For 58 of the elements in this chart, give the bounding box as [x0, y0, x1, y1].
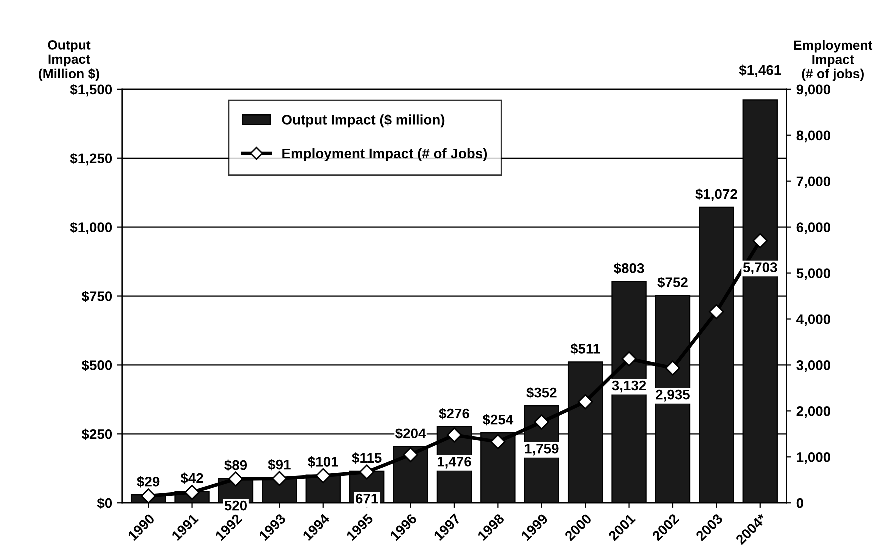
- data-label: 3,132: [612, 380, 646, 393]
- legend-label: Employment Impact (# of Jobs): [282, 148, 488, 162]
- y-tick-label: $1,250: [70, 153, 112, 166]
- data-label: $254: [482, 414, 514, 426]
- data-label: $204: [396, 428, 426, 440]
- data-label: $42: [180, 472, 204, 484]
- point: [622, 352, 637, 367]
- y2-tick-label: 8,000: [796, 130, 831, 143]
- point: [360, 464, 375, 480]
- data-label: 5,703: [743, 262, 778, 274]
- point: [184, 484, 200, 500]
- data-label: $89: [224, 460, 248, 472]
- data-label: $352: [526, 387, 557, 399]
- point: [316, 468, 331, 484]
- data-label: $1,461: [739, 64, 782, 78]
- y2-tick-label: 0: [796, 498, 804, 508]
- point: [490, 434, 506, 450]
- point: [446, 428, 462, 443]
- y-tick-label: $500: [82, 360, 112, 372]
- point: [141, 488, 156, 504]
- legend-label: Output Impact ($ million): [282, 114, 445, 128]
- y-tick-label: $250: [82, 428, 112, 440]
- y2-tick-label: 2,000: [796, 406, 831, 418]
- y-tick-label: $1,500: [70, 84, 112, 97]
- point: [665, 360, 681, 376]
- point: [534, 414, 550, 430]
- data-label: $803: [614, 262, 644, 274]
- point: [709, 304, 724, 320]
- data-label: 671: [356, 494, 378, 504]
- data-label: 2,935: [656, 390, 690, 402]
- point: [403, 447, 418, 462]
- y2-tick-label: 9,000: [796, 84, 831, 97]
- y2-tick-label: 1,000: [797, 452, 831, 464]
- y-tick-label: $1,000: [70, 222, 112, 235]
- point: [272, 471, 288, 486]
- data-label: $511: [570, 343, 600, 355]
- data-label: $115: [352, 452, 382, 464]
- y2-tick-label: 7,000: [796, 176, 831, 189]
- y2-tick-label: 5,000: [796, 268, 831, 280]
- data-label: $276: [439, 408, 470, 420]
- y-tick-label: $0: [97, 498, 112, 510]
- y2-tick-label: 3,000: [796, 360, 831, 372]
- y2-axis-title: Employment Impact (# of jobs): [794, 40, 873, 82]
- point: [752, 233, 768, 249]
- data-label: $101: [308, 456, 338, 468]
- data-label: $1,072: [696, 188, 738, 202]
- y2-tick-label: 6,000: [796, 222, 831, 235]
- point: [578, 394, 594, 410]
- point: [228, 472, 244, 487]
- data-label: $752: [658, 276, 688, 288]
- data-label: 1,476: [438, 456, 472, 469]
- y2-tick-label: 4,000: [796, 314, 831, 326]
- data-label: $29: [137, 476, 160, 488]
- y-axis-title: Output Impact (Million $): [39, 40, 100, 82]
- data-label: 520: [224, 500, 247, 511]
- data-label: $91: [268, 459, 291, 471]
- y-tick-label: $750: [82, 290, 112, 302]
- data-label: 1,759: [525, 444, 559, 456]
